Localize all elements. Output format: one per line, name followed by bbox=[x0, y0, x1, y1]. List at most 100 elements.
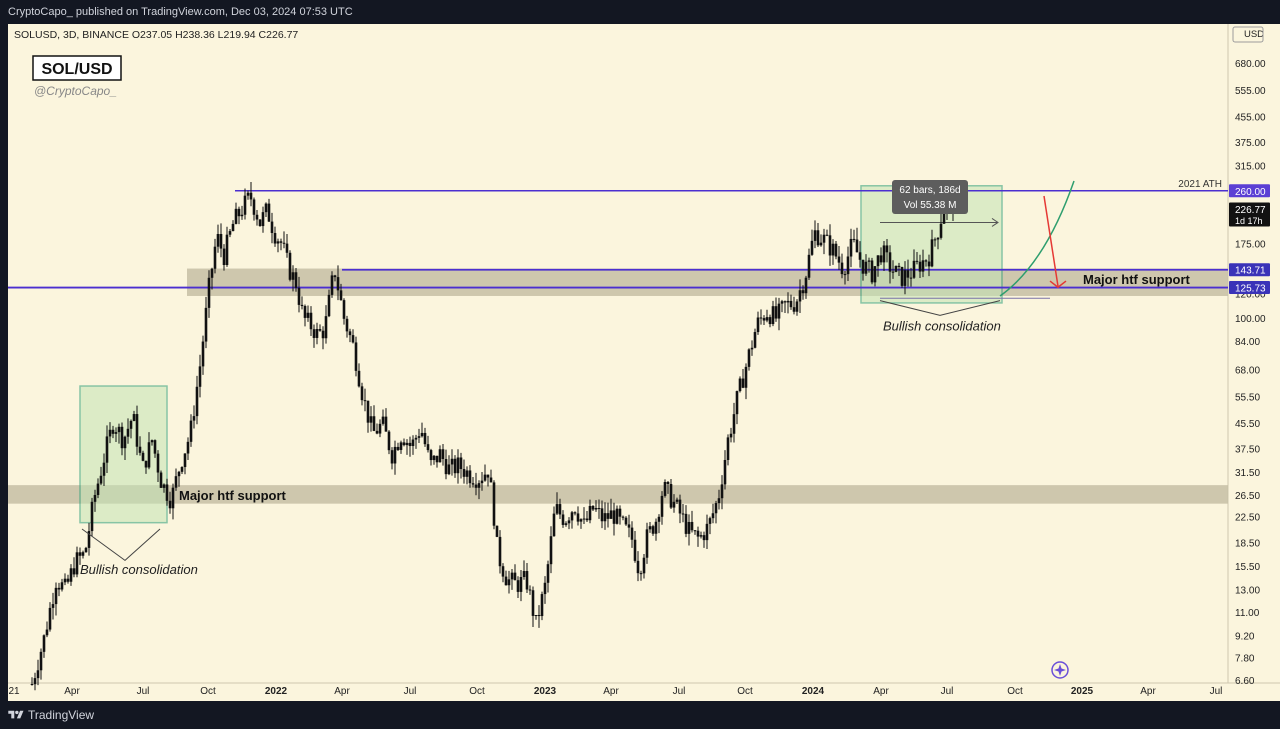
candle bbox=[174, 476, 178, 488]
candle bbox=[819, 242, 823, 246]
measure-tooltip-bg bbox=[892, 180, 968, 214]
candle bbox=[189, 420, 193, 442]
candle bbox=[240, 214, 244, 217]
price-chart[interactable]: Bullish consolidation Bullish consolidati… bbox=[0, 24, 1280, 701]
candle bbox=[642, 557, 646, 574]
candle bbox=[789, 300, 793, 308]
candle bbox=[276, 241, 280, 244]
candle bbox=[444, 459, 448, 475]
currency-label: USD bbox=[1244, 29, 1264, 40]
time-tick: Apr bbox=[873, 686, 889, 697]
candle bbox=[438, 449, 442, 463]
price-tick: 45.50 bbox=[1235, 419, 1260, 430]
candle bbox=[672, 501, 676, 508]
candle bbox=[273, 233, 277, 244]
candle bbox=[843, 274, 847, 276]
candle bbox=[549, 536, 553, 565]
candle bbox=[258, 219, 262, 227]
candle bbox=[666, 482, 670, 485]
price-tick: 26.50 bbox=[1235, 491, 1260, 502]
candle bbox=[435, 455, 439, 463]
candle bbox=[681, 513, 685, 515]
candle bbox=[384, 416, 388, 432]
candle bbox=[522, 571, 526, 578]
consolidation-label-right: Bullish consolidation bbox=[883, 319, 1001, 334]
time-tick: Oct bbox=[200, 686, 216, 697]
candle bbox=[192, 416, 196, 421]
candle bbox=[735, 391, 739, 415]
candle bbox=[411, 439, 415, 447]
candle bbox=[495, 525, 499, 537]
candle bbox=[675, 499, 679, 502]
price-tick: 84.00 bbox=[1235, 337, 1260, 348]
candle bbox=[432, 455, 436, 461]
price-tick: 11.00 bbox=[1235, 608, 1260, 619]
candle bbox=[180, 467, 184, 472]
chart-area[interactable] bbox=[8, 24, 1228, 683]
candle bbox=[774, 306, 778, 319]
candle bbox=[63, 578, 67, 583]
candle bbox=[834, 243, 838, 257]
price-tick: 15.50 bbox=[1235, 562, 1260, 573]
tradingview-logo[interactable]: TradingView bbox=[8, 707, 94, 723]
candle bbox=[630, 527, 634, 540]
candle bbox=[327, 294, 331, 317]
price-tick: 31.50 bbox=[1235, 468, 1260, 479]
time-axis[interactable] bbox=[8, 683, 1280, 701]
currency-button[interactable] bbox=[1232, 26, 1264, 43]
candle bbox=[336, 277, 340, 291]
candle bbox=[483, 474, 487, 481]
candle bbox=[324, 316, 328, 339]
candle bbox=[585, 518, 589, 521]
candle bbox=[474, 484, 478, 488]
candle bbox=[144, 460, 148, 468]
candle bbox=[822, 234, 826, 243]
candle bbox=[762, 318, 766, 321]
time-tick: Jul bbox=[137, 686, 150, 697]
candle bbox=[330, 275, 334, 295]
price-tick: 175.00 bbox=[1235, 240, 1266, 251]
candle bbox=[813, 230, 817, 241]
candle bbox=[471, 483, 475, 485]
candle bbox=[609, 510, 613, 519]
candle bbox=[225, 234, 229, 265]
candle bbox=[390, 450, 394, 464]
time-tick: Apr bbox=[1140, 686, 1156, 697]
price-axis[interactable] bbox=[1228, 24, 1280, 683]
candle bbox=[120, 426, 124, 449]
candle bbox=[456, 457, 460, 474]
candle bbox=[627, 524, 631, 528]
candle bbox=[84, 547, 88, 553]
candle bbox=[492, 482, 496, 526]
candle bbox=[792, 307, 796, 312]
candle bbox=[828, 235, 832, 256]
support-label-lower: Major htf support bbox=[179, 488, 287, 503]
time-tick: Oct bbox=[737, 686, 753, 697]
candle bbox=[195, 386, 199, 417]
candle bbox=[759, 317, 763, 319]
candle bbox=[558, 504, 562, 515]
candle bbox=[156, 453, 160, 473]
measure-vol-text: Vol 55.38 M bbox=[904, 200, 957, 211]
support-zone-lower bbox=[8, 485, 1228, 504]
candle bbox=[855, 239, 859, 253]
target-icon[interactable] bbox=[1051, 661, 1069, 679]
candle bbox=[942, 210, 946, 224]
candle bbox=[261, 212, 265, 227]
candle bbox=[561, 514, 565, 525]
candle bbox=[885, 245, 889, 253]
candle bbox=[501, 566, 505, 577]
price-tick: 68.00 bbox=[1235, 365, 1260, 376]
candle bbox=[81, 552, 85, 556]
candle bbox=[342, 300, 346, 319]
candle bbox=[555, 504, 559, 514]
candle bbox=[420, 432, 424, 437]
candle bbox=[846, 256, 850, 275]
candle bbox=[633, 539, 637, 561]
drop-arrow bbox=[1043, 195, 1059, 287]
candle bbox=[924, 260, 928, 262]
candle bbox=[57, 587, 61, 590]
candle bbox=[504, 576, 508, 586]
candle bbox=[309, 312, 313, 330]
candle bbox=[786, 300, 790, 303]
